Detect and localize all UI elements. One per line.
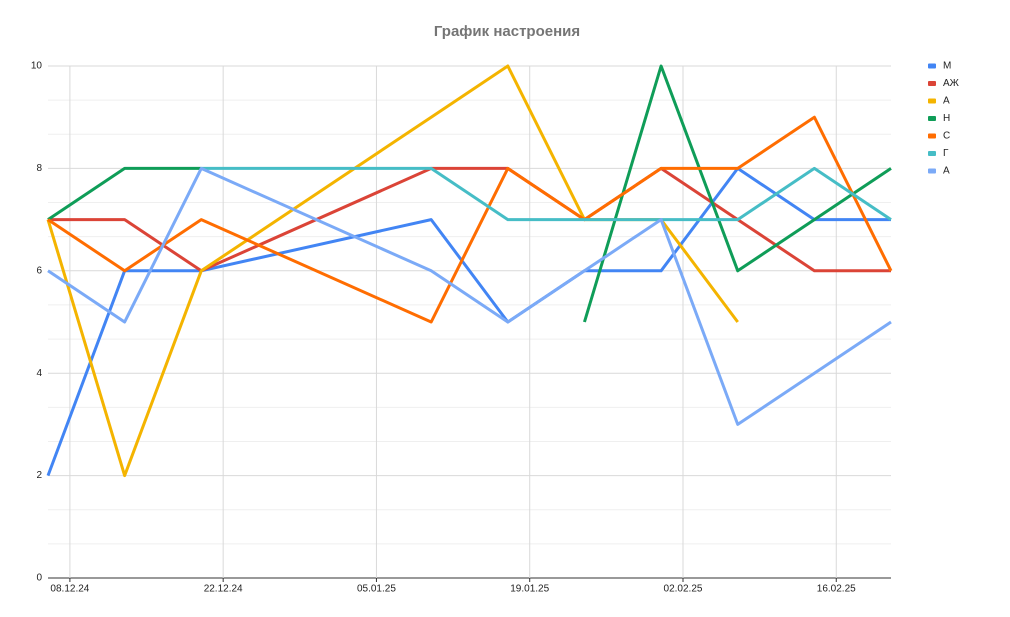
y-tick-label: 10 bbox=[31, 61, 43, 72]
legend-label: Г bbox=[943, 148, 949, 159]
chart-title: График настроения bbox=[434, 23, 580, 40]
legend-label: С bbox=[943, 131, 950, 142]
legend-label: АЖ bbox=[943, 78, 960, 89]
y-tick-label: 0 bbox=[36, 573, 42, 584]
legend-label: А bbox=[943, 166, 950, 177]
series-line bbox=[47, 64, 892, 323]
legend-swatch bbox=[928, 168, 936, 174]
legend-swatch bbox=[928, 116, 936, 121]
x-tick-label: 02.02.25 bbox=[664, 584, 703, 595]
y-tick-label: 4 bbox=[36, 368, 42, 379]
legend-label: Н bbox=[943, 113, 950, 124]
x-tick-label: 08.12.24 bbox=[50, 584, 89, 595]
x-tick-label: 19.01.25 bbox=[510, 584, 549, 595]
series-line bbox=[46, 166, 891, 477]
legend-swatch bbox=[928, 133, 936, 139]
x-tick-label: 16.02.25 bbox=[817, 584, 856, 595]
legend-label: М bbox=[943, 61, 951, 72]
series-line bbox=[47, 166, 892, 426]
legend-swatch bbox=[928, 63, 936, 69]
y-tick-label: 6 bbox=[36, 265, 42, 276]
series-line bbox=[201, 166, 892, 222]
legend-swatch bbox=[928, 151, 936, 156]
x-tick-label: 22.12.24 bbox=[204, 584, 243, 595]
legend-label: А bbox=[943, 96, 950, 107]
y-tick-label: 8 bbox=[36, 163, 42, 174]
legend-swatch bbox=[928, 81, 936, 86]
y-tick-label: 2 bbox=[36, 470, 42, 481]
x-tick-label: 05.01.25 bbox=[357, 584, 396, 595]
legend-swatch bbox=[928, 98, 936, 104]
